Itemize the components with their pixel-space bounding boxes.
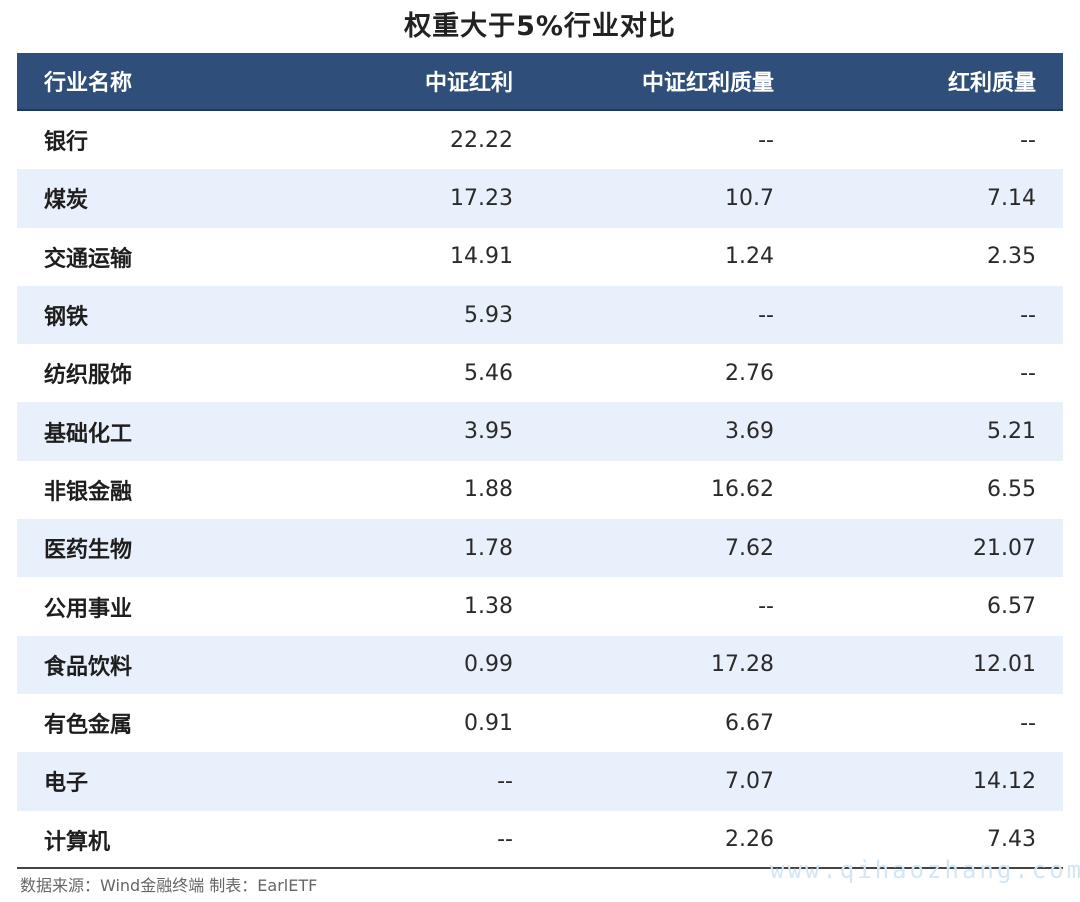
dividend-quality-cell: 7.14 — [987, 185, 1036, 211]
dividend-quality-cell: -- — [1020, 302, 1036, 328]
csi-dividend-quality-cell: 2.76 — [725, 360, 774, 386]
industry-name-cell: 公用事业 — [44, 596, 133, 622]
header-csi-dividend: 中证红利 — [424, 71, 513, 96]
table-row: 钢铁 5.93 -- -- — [17, 285, 1063, 345]
csi-dividend-cell: 1.38 — [464, 594, 513, 620]
dividend-quality-cell: 14.12 — [973, 768, 1036, 794]
dividend-quality-cell: 2.35 — [987, 244, 1036, 270]
table-row: 公用事业 1.38 -- 6.57 — [17, 577, 1063, 635]
header-csi-dividend-quality: 中证红利质量 — [641, 71, 774, 96]
industry-name-cell: 非银金融 — [44, 479, 133, 505]
csi-dividend-cell: 5.46 — [464, 360, 513, 386]
table-row: 医药生物 1.78 7.62 21.07 — [17, 519, 1063, 578]
csi-dividend-quality-cell: -- — [758, 302, 774, 328]
header-dividend-quality: 红利质量 — [947, 71, 1036, 96]
csi-dividend-quality-cell: 16.62 — [711, 477, 774, 503]
csi-dividend-cell: -- — [497, 768, 513, 794]
industry-name-cell: 钢铁 — [44, 305, 89, 331]
csi-dividend-quality-cell: 3.69 — [725, 419, 774, 445]
dividend-quality-cell: 21.07 — [973, 535, 1036, 561]
csi-dividend-cell: 14.91 — [450, 244, 513, 270]
csi-dividend-quality-cell: 1.24 — [725, 244, 774, 270]
table-bottom-rule — [17, 867, 1063, 869]
dividend-quality-cell: -- — [1020, 360, 1036, 386]
industry-name-cell: 医药生物 — [44, 538, 133, 564]
csi-dividend-cell: 22.22 — [450, 127, 513, 153]
table-row: 纺织服饰 5.46 2.76 -- — [17, 344, 1063, 402]
csi-dividend-cell: 0.91 — [464, 710, 513, 736]
csi-dividend-quality-cell: -- — [758, 127, 774, 153]
csi-dividend-cell: 3.95 — [464, 419, 513, 445]
industry-name-cell: 交通运输 — [44, 246, 133, 272]
dividend-quality-cell: 12.01 — [973, 652, 1036, 678]
table-row: 食品饮料 0.99 17.28 12.01 — [17, 635, 1063, 694]
csi-dividend-cell: 5.93 — [464, 302, 513, 328]
table-row: 计算机 -- 2.26 7.43 — [17, 811, 1063, 869]
industry-name-cell: 有色金属 — [44, 713, 133, 739]
csi-dividend-quality-cell: 7.07 — [725, 768, 774, 794]
dividend-quality-cell: -- — [1020, 127, 1036, 153]
dividend-quality-cell: 6.57 — [987, 594, 1036, 620]
csi-dividend-cell: 1.88 — [464, 477, 513, 503]
csi-dividend-cell: 1.78 — [464, 535, 513, 561]
industry-name-cell: 纺织服饰 — [44, 363, 133, 389]
industry-name-cell: 银行 — [44, 130, 89, 156]
csi-dividend-quality-cell: 6.67 — [725, 710, 774, 736]
csi-dividend-cell: 0.99 — [464, 652, 513, 678]
industry-weight-table: 行业名称 中证红利 中证红利质量 红利质量 银行 22.22 -- -- 煤炭 17.23… — [17, 53, 1063, 869]
table-row: 煤炭 17.23 10.7 7.14 — [17, 169, 1063, 228]
csi-dividend-quality-cell: 7.62 — [725, 535, 774, 561]
dividend-quality-cell: 7.43 — [987, 827, 1036, 853]
table-row: 电子 -- 7.07 14.12 — [17, 752, 1063, 811]
industry-name-cell: 煤炭 — [44, 188, 89, 214]
table-header-row: 行业名称 中证红利 中证红利质量 红利质量 — [17, 53, 1063, 111]
csi-dividend-cell: 17.23 — [450, 185, 513, 211]
dividend-quality-cell: 5.21 — [987, 419, 1036, 445]
table-row: 非银金融 1.88 16.62 6.55 — [17, 461, 1063, 519]
industry-name-cell: 食品饮料 — [44, 654, 133, 680]
watermark: www.qihaozhang.com — [770, 856, 1080, 884]
source-note: 数据来源：Wind金融终端 制表：EarlETF — [20, 876, 318, 895]
table-row: 基础化工 3.95 3.69 5.21 — [17, 402, 1063, 461]
table-row: 交通运输 14.91 1.24 2.35 — [17, 228, 1063, 286]
dividend-quality-cell: -- — [1020, 710, 1036, 736]
industry-name-cell: 基础化工 — [44, 421, 133, 447]
industry-name-cell: 电子 — [44, 771, 89, 797]
csi-dividend-cell: -- — [497, 827, 513, 853]
industry-name-cell: 计算机 — [44, 829, 111, 855]
page-title: 权重大于5%行业对比 — [404, 11, 676, 42]
table-body: 银行 22.22 -- -- 煤炭 17.23 10.7 7.14 交通运输 14.91 1.24 2… — [17, 111, 1063, 869]
table-row: 银行 22.22 -- -- — [17, 111, 1063, 169]
csi-dividend-quality-cell: 10.7 — [725, 185, 774, 211]
csi-dividend-quality-cell: 2.26 — [725, 827, 774, 853]
table-row: 有色金属 0.91 6.67 -- — [17, 694, 1063, 752]
csi-dividend-quality-cell: -- — [758, 594, 774, 620]
csi-dividend-quality-cell: 17.28 — [711, 652, 774, 678]
dividend-quality-cell: 6.55 — [987, 477, 1036, 503]
header-industry-name: 行业名称 — [44, 71, 133, 96]
